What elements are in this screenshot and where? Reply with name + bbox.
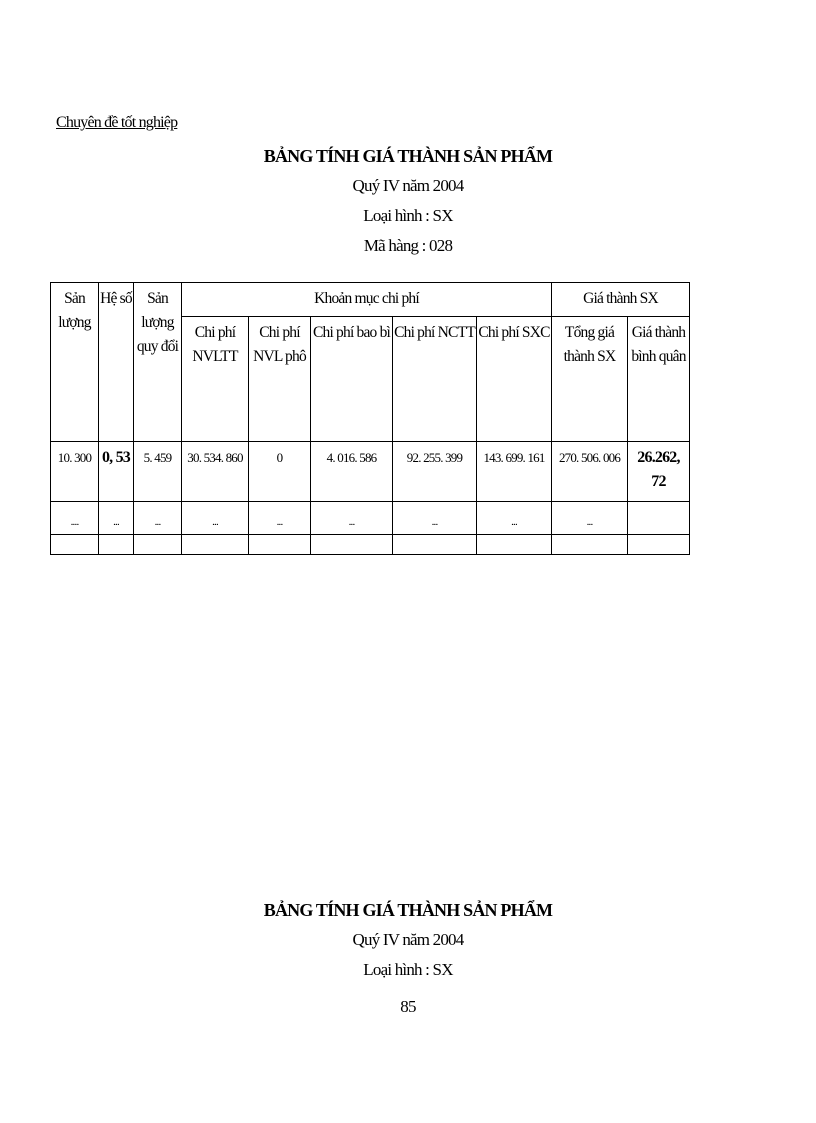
col-header: Chi phí NVLTT bbox=[181, 316, 249, 442]
cost-table: Sản lượng Hệ số Sản lượng quy đổi Khoản … bbox=[50, 282, 690, 555]
cell: ... bbox=[98, 501, 134, 535]
cell bbox=[50, 534, 99, 555]
cell bbox=[98, 534, 134, 555]
section1-code: Mã hàng : 028 bbox=[363, 236, 453, 255]
col-header: Giá thành bình quân bbox=[627, 316, 690, 442]
cell: ... bbox=[310, 501, 393, 535]
col-header: Hệ số bbox=[98, 282, 134, 442]
section2-period: Quý IV năm 2004 bbox=[352, 930, 465, 949]
cell: ... bbox=[551, 501, 628, 535]
table-row bbox=[50, 534, 690, 555]
col-header: Chi phí NVL phô bbox=[248, 316, 311, 442]
cell bbox=[181, 534, 249, 555]
col-header: Chi phí SXC bbox=[476, 316, 552, 442]
cell bbox=[248, 534, 311, 555]
cell: ... bbox=[248, 501, 311, 535]
cell: ... bbox=[476, 501, 552, 535]
col-header: Chi phí bao bì bbox=[310, 316, 393, 442]
group-header: Giá thành SX bbox=[551, 282, 690, 317]
cell bbox=[476, 534, 552, 555]
cell bbox=[133, 534, 182, 555]
cell: 5. 459 bbox=[133, 441, 182, 502]
cell bbox=[551, 534, 628, 555]
cell bbox=[392, 534, 477, 555]
group-header: Khoản mục chi phí bbox=[181, 282, 552, 317]
col-header: Sản lượng bbox=[50, 282, 99, 442]
section2-title: BẢNG TÍNH GIÁ THÀNH SẢN PHẨM bbox=[263, 900, 553, 920]
cell: .... bbox=[50, 501, 99, 535]
col-header: Chi phí NCTT bbox=[392, 316, 477, 442]
cell: 30. 534. 860 bbox=[181, 441, 249, 502]
section1-title: BẢNG TÍNH GIÁ THÀNH SẢN PHẨM bbox=[263, 146, 553, 166]
cell bbox=[310, 534, 393, 555]
col-header: Sản lượng quy đổi bbox=[133, 282, 182, 442]
page-number: 85 bbox=[400, 997, 416, 1016]
cell bbox=[627, 534, 690, 555]
cell: 92. 255. 399 bbox=[392, 441, 477, 502]
table-row: .... ... ... ... ... ... ... ... ... bbox=[50, 501, 690, 535]
cell: ... bbox=[181, 501, 249, 535]
col-header: Tổng giá thành SX bbox=[551, 316, 628, 442]
cell: 4. 016. 586 bbox=[310, 441, 393, 502]
section2-type: Loại hình : SX bbox=[363, 960, 453, 979]
table-row: 10. 300 0, 53 5. 459 30. 534. 860 0 4. 0… bbox=[50, 441, 690, 502]
cell: 26.262, 72 bbox=[627, 441, 690, 502]
cell: 143. 699. 161 bbox=[476, 441, 552, 502]
cell: 270. 506. 006 bbox=[551, 441, 628, 502]
cell: 0 bbox=[248, 441, 311, 502]
section1-period: Quý IV năm 2004 bbox=[352, 176, 465, 195]
cell: ... bbox=[392, 501, 477, 535]
section1-type: Loại hình : SX bbox=[363, 206, 453, 225]
cell: 0, 53 bbox=[98, 441, 134, 502]
cell: 10. 300 bbox=[50, 441, 99, 502]
document-header: Chuyên đề tốt nghiệp bbox=[56, 114, 178, 131]
cell: ... bbox=[133, 501, 182, 535]
cell bbox=[627, 501, 690, 535]
